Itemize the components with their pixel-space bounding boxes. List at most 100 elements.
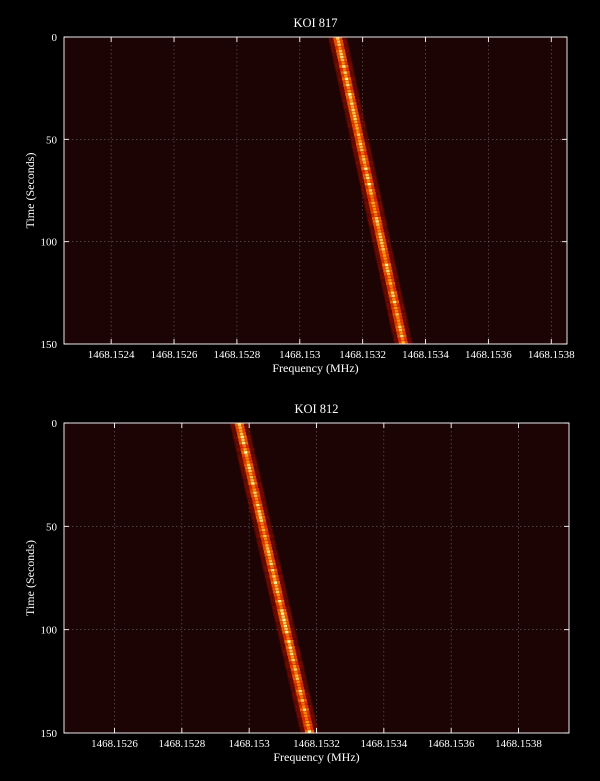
signal-core xyxy=(357,136,361,140)
signal-core xyxy=(398,328,403,332)
signal-core xyxy=(271,572,275,575)
signal-core xyxy=(239,429,243,433)
signal-core xyxy=(379,238,383,242)
signal-core xyxy=(336,37,340,40)
y-axis-label: Time (Seconds) xyxy=(23,153,37,229)
x-tick-label: 1468.1534 xyxy=(360,738,407,750)
signal-core xyxy=(255,500,259,504)
signal-core xyxy=(346,83,350,87)
signal-core xyxy=(254,497,258,501)
chart-title: KOI 812 xyxy=(294,402,338,416)
signal-core xyxy=(367,183,371,186)
x-tick-label: 1468.1524 xyxy=(88,349,135,361)
signal-track xyxy=(328,37,413,345)
chart-panel-1: 1468.1524 1468.1526 1468.1528 1468.153 1468.… xyxy=(23,16,575,375)
signal-core xyxy=(346,86,351,90)
signal-core xyxy=(257,510,261,513)
signal-core xyxy=(276,593,280,597)
signal-core xyxy=(348,96,353,99)
signal-core xyxy=(254,494,258,498)
signal-core xyxy=(391,294,395,298)
signal-core xyxy=(376,223,380,226)
signal-core xyxy=(278,600,282,603)
signal-core xyxy=(376,226,381,230)
signal-core xyxy=(288,643,292,647)
signal-core xyxy=(388,282,393,285)
x-tick-label: 1468.1538 xyxy=(495,738,542,750)
signal-core xyxy=(273,581,278,585)
signal-core xyxy=(392,300,397,304)
signal-core xyxy=(362,161,367,164)
signal-core xyxy=(275,590,280,594)
signal-core xyxy=(262,531,266,535)
signal-core xyxy=(268,556,272,560)
x-tick-label: 1468.1532 xyxy=(293,738,340,750)
y-tick-label: 150 xyxy=(41,728,58,740)
signal-core xyxy=(307,730,312,733)
x-tick-label: 1468.1532 xyxy=(339,349,386,361)
signal-core xyxy=(249,472,253,476)
signal-core xyxy=(272,575,276,578)
signal-core xyxy=(354,124,359,127)
signal-core xyxy=(387,276,391,279)
signal-core xyxy=(350,105,355,109)
signal-core xyxy=(366,179,371,183)
signal-core xyxy=(399,331,403,335)
signal-core xyxy=(373,210,377,214)
signal-core xyxy=(256,503,260,507)
signal-core xyxy=(355,127,359,130)
signal-core xyxy=(371,201,375,205)
signal-core xyxy=(358,139,362,143)
x-tick-label: 1468.1534 xyxy=(402,349,449,361)
signal-core xyxy=(368,186,372,189)
signal-core xyxy=(385,266,389,270)
signal-core xyxy=(294,671,298,674)
signal-core xyxy=(338,49,343,53)
signal-core xyxy=(381,248,385,251)
signal-core xyxy=(368,189,373,192)
signal-core xyxy=(273,578,277,581)
signal-core xyxy=(304,714,308,718)
signal-core xyxy=(292,662,296,665)
signal-core xyxy=(307,727,311,730)
signal-core xyxy=(363,164,367,168)
signal-core xyxy=(287,640,291,643)
signal-core xyxy=(400,334,404,338)
signal-core xyxy=(350,102,354,106)
signal-core xyxy=(396,316,400,319)
signal-core xyxy=(400,338,405,341)
signal-core xyxy=(353,117,357,121)
signal-core xyxy=(358,142,363,146)
signal-core xyxy=(302,705,306,709)
signal-core xyxy=(340,59,345,62)
signal-core xyxy=(356,133,361,137)
signal-core xyxy=(388,279,392,282)
signal-core xyxy=(344,74,348,78)
signal-core xyxy=(340,55,344,59)
chart-title: KOI 817 xyxy=(293,16,337,30)
signal-core xyxy=(372,204,376,208)
signal-core xyxy=(251,482,255,485)
signal-core xyxy=(270,565,274,569)
signal-core xyxy=(343,71,347,75)
y-tick-label: 50 xyxy=(46,134,58,146)
signal-core xyxy=(284,627,288,631)
signal-core xyxy=(356,130,360,133)
y-tick-label: 150 xyxy=(41,339,58,351)
signal-core xyxy=(370,198,375,202)
signal-core xyxy=(380,245,385,248)
signal-core xyxy=(384,260,388,264)
signal-core xyxy=(390,288,394,292)
signal-core xyxy=(396,319,401,323)
signal-core xyxy=(291,658,295,662)
signal-core xyxy=(337,43,341,47)
signal-core xyxy=(389,285,393,288)
signal-core xyxy=(348,93,352,96)
signal-core xyxy=(394,310,399,313)
signal-core xyxy=(267,553,271,557)
x-tick-label: 1468.1536 xyxy=(428,738,475,750)
signal-core xyxy=(351,108,355,112)
y-tick-label: 0 xyxy=(52,418,58,430)
x-axis-label: Frequency (MHz) xyxy=(273,750,359,764)
signal-core xyxy=(295,677,299,681)
